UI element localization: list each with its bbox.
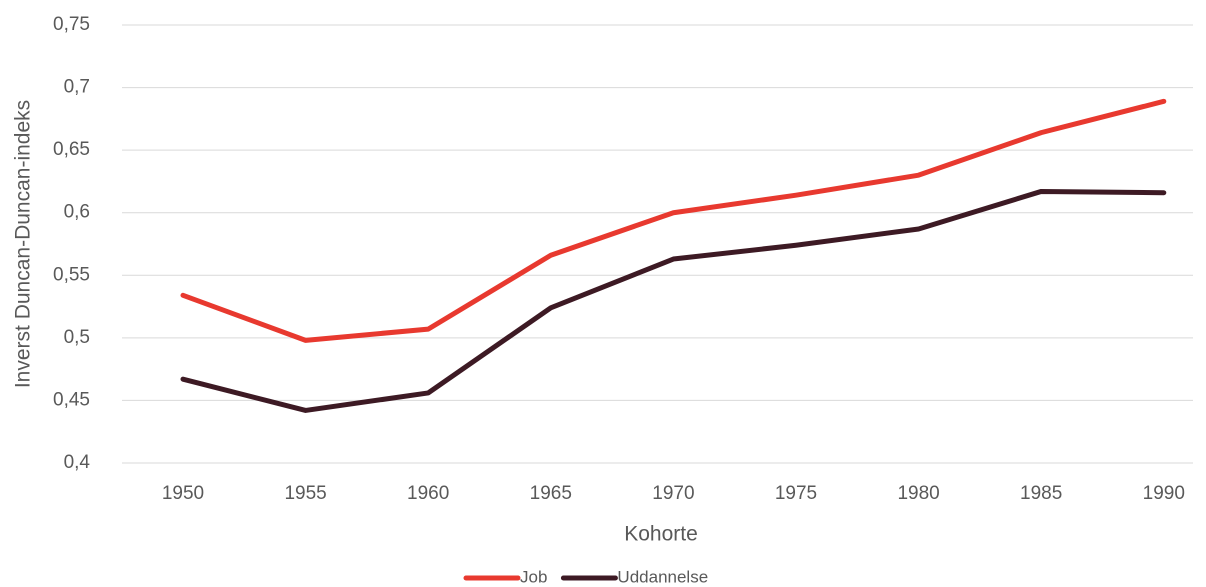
y-tick-label: 0,4 (64, 452, 91, 473)
x-tick-label: 1985 (1020, 483, 1062, 504)
x-axis-title: Kohorte (624, 523, 698, 546)
x-tick-label: 1950 (162, 483, 204, 504)
x-tick-label: 1970 (652, 483, 694, 504)
x-tick-label: 1980 (897, 483, 939, 504)
y-tick-label: 0,75 (53, 14, 90, 35)
y-tick-label: 0,7 (64, 77, 90, 98)
x-tick-label: 1955 (284, 483, 326, 504)
legend-label: Uddannelse (617, 567, 708, 586)
y-tick-label: 0,65 (53, 139, 90, 160)
x-tick-label: 1990 (1143, 483, 1185, 504)
x-tick-label: 1960 (407, 483, 449, 504)
x-tick-label: 1975 (775, 483, 817, 504)
series-line (180, 98, 1167, 343)
y-tick-label: 0,6 (64, 202, 90, 223)
y-tick-label: 0,45 (53, 389, 90, 410)
x-tick-label: 1965 (530, 483, 572, 504)
series-line (180, 188, 1167, 413)
y-tick-label: 0,5 (64, 327, 90, 348)
legend-label: Job (520, 567, 547, 586)
y-axis-title: Inverst Duncan-Duncan-indeks (12, 100, 35, 388)
y-tick-label: 0,55 (53, 264, 90, 285)
